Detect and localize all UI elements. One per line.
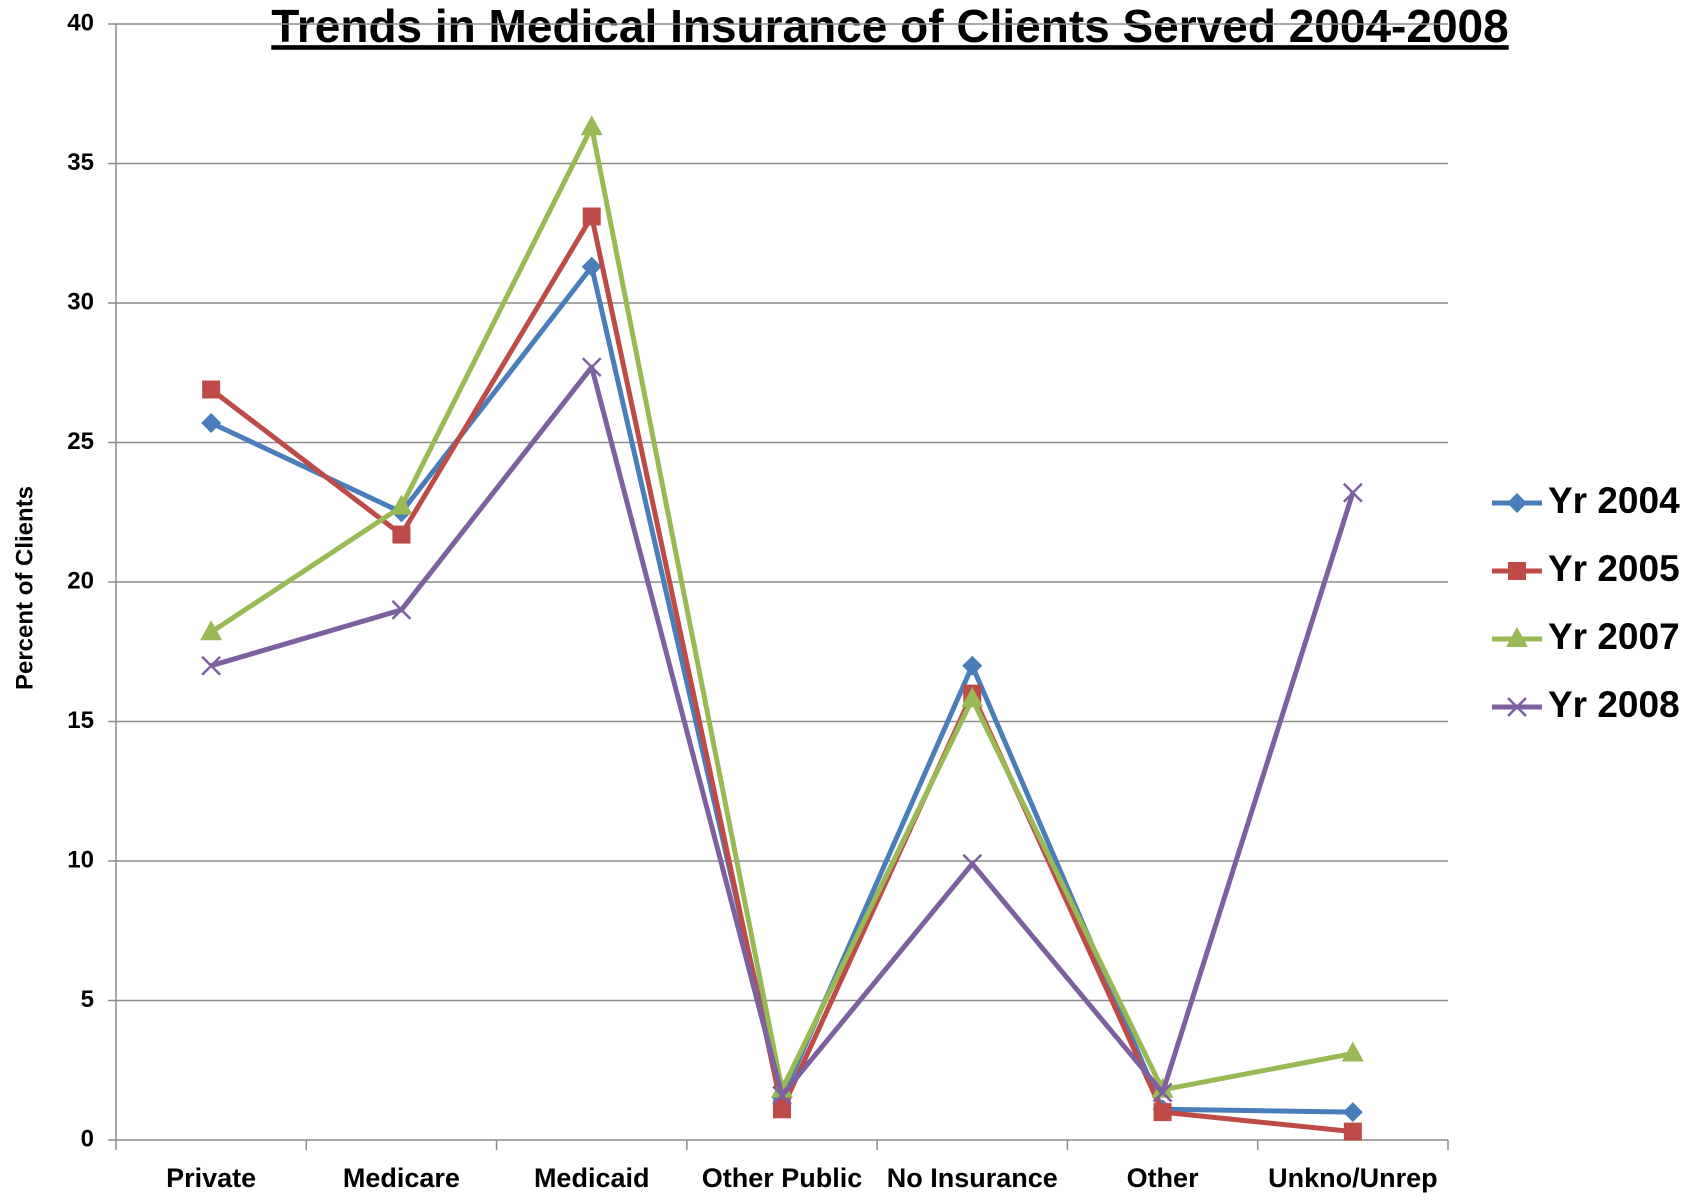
legend-marker — [1507, 697, 1527, 717]
legend-marker — [1506, 627, 1528, 647]
series-line — [209, 214, 1354, 1135]
legend-label: Yr 2007 — [1548, 616, 1680, 657]
legend-marker — [1508, 562, 1526, 580]
data-point — [581, 357, 602, 378]
data-point — [202, 380, 221, 399]
y-tick-label: 30 — [67, 288, 94, 315]
y-tick-label: 5 — [81, 986, 94, 1013]
data-point — [201, 655, 222, 676]
series-line — [209, 124, 1354, 1093]
x-tick-label: Medicare — [343, 1163, 460, 1193]
data-point — [1343, 1122, 1362, 1141]
data-point — [961, 687, 984, 708]
x-tick-label: Medicaid — [534, 1163, 650, 1193]
data-point — [391, 600, 412, 620]
data-point — [1341, 1041, 1364, 1062]
y-tick-label: 40 — [67, 9, 94, 36]
y-tick-label: 10 — [67, 846, 94, 873]
legend-label: Yr 2004 — [1548, 480, 1680, 521]
data-point — [200, 620, 223, 641]
data-point — [1152, 1082, 1173, 1103]
data-point — [582, 207, 601, 226]
data-point — [1342, 482, 1363, 503]
data-point — [581, 256, 602, 277]
y-tick-label: 15 — [67, 707, 94, 734]
legend-label: Yr 2008 — [1548, 684, 1680, 725]
series-line — [210, 364, 1356, 1098]
data-point — [772, 1085, 792, 1106]
x-tick-label: Other — [1127, 1163, 1200, 1193]
x-tick-label: No Insurance — [887, 1163, 1058, 1193]
legend-label: Yr 2005 — [1548, 548, 1680, 589]
data-point — [580, 115, 603, 136]
y-tick-label: 0 — [81, 1125, 94, 1152]
x-tick-label: Private — [166, 1163, 256, 1193]
data-point — [1342, 1102, 1363, 1123]
data-point — [962, 853, 983, 874]
legend-marker — [1507, 493, 1527, 513]
data-point — [390, 494, 413, 515]
y-tick-label: 25 — [67, 428, 94, 455]
chart-title: Trends in Medical Insurance of Clients S… — [271, 0, 1508, 52]
y-axis-label: Percent of Clients — [11, 486, 38, 690]
x-tick-label: Unkno/Unrep — [1268, 1163, 1438, 1193]
data-point — [201, 412, 222, 433]
data-point — [392, 525, 411, 544]
data-point — [1153, 1103, 1172, 1122]
x-tick-label: Other Public — [702, 1163, 863, 1193]
series-line — [210, 264, 1353, 1115]
y-tick-label: 35 — [67, 149, 94, 176]
data-point — [773, 1100, 791, 1119]
data-point — [962, 655, 983, 676]
y-tick-label: 20 — [67, 567, 94, 594]
